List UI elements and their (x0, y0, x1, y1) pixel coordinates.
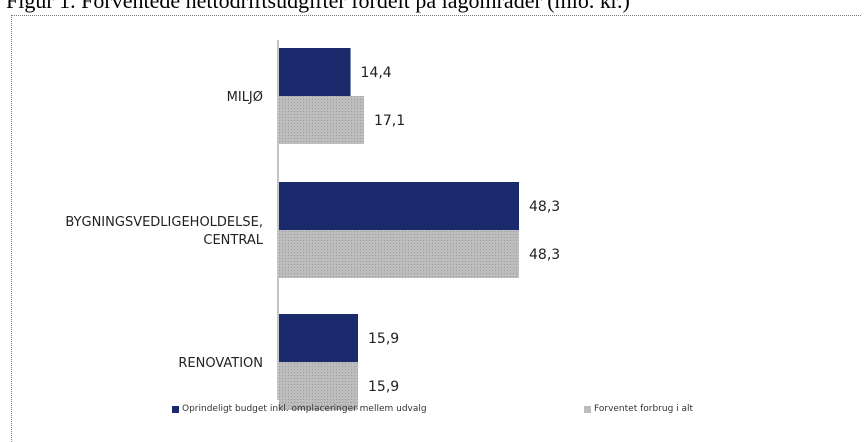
value-label-forbrug-miljoe: 17,1 (374, 113, 405, 129)
category-label-renovation: RENOVATION (178, 356, 263, 371)
bar-forbrug-renovation (279, 362, 359, 410)
legend-label-forbrug: Forventet forbrug i alt (594, 404, 694, 414)
value-label-budget-bygningsvedligeholdelse: 48,3 (529, 199, 560, 215)
category-label-miljoe: MILJØ (227, 90, 263, 105)
value-label-forbrug-renovation: 15,9 (368, 379, 399, 395)
legend-swatch-budget (172, 405, 179, 413)
legend-swatch-forbrug (584, 405, 591, 413)
chart-frame (11, 15, 861, 442)
bar-forbrug-bygningsvedligeholdelse (279, 230, 519, 278)
bar-budget-renovation (279, 314, 359, 362)
bar-budget-bygningsvedligeholdelse (279, 182, 519, 230)
value-label-budget-miljoe: 14,4 (361, 65, 392, 81)
value-label-forbrug-bygningsvedligeholdelse: 48,3 (529, 247, 560, 263)
legend-item-budget: Oprindeligt budget inkl. omplaceringer m… (172, 404, 427, 414)
chart-legend: Oprindeligt budget inkl. omplaceringer m… (172, 404, 812, 420)
legend-label-budget: Oprindeligt budget inkl. omplaceringer m… (182, 404, 427, 414)
bar-forbrug-miljoe (279, 96, 364, 144)
value-label-budget-renovation: 15,9 (368, 331, 399, 347)
chart-title: Figur 1. Forventede nettodriftsudgifter … (6, 0, 630, 13)
category-label-bygningsvedligeholdelse: BYGNINGSVEDLIGEHOLDELSE, CENTRAL (65, 215, 263, 248)
legend-item-forbrug: Forventet forbrug i alt (584, 404, 693, 414)
bar-budget-miljoe (279, 48, 351, 96)
